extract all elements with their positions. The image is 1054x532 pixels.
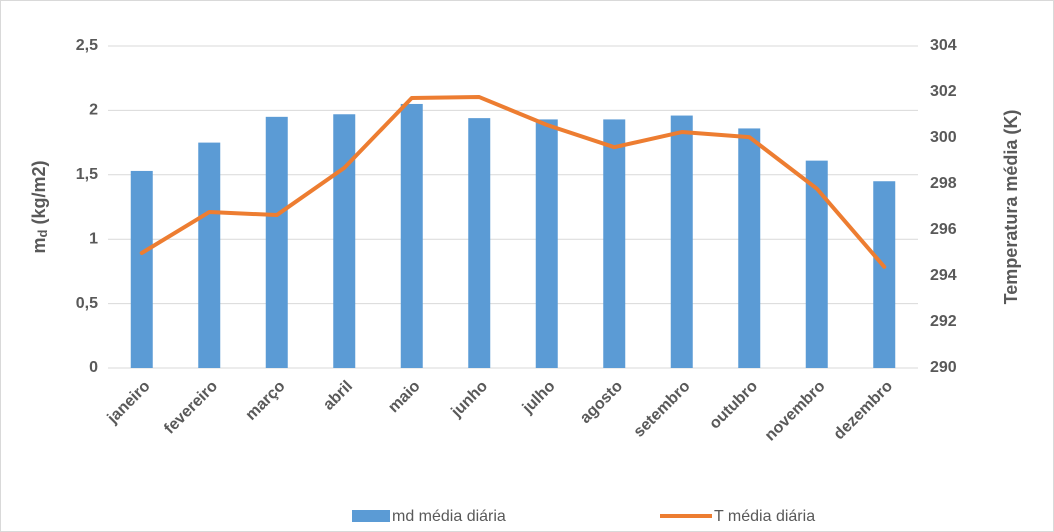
bar (873, 181, 896, 368)
bar (805, 160, 828, 368)
bar (333, 114, 356, 368)
y2-tick-label: 302 (930, 83, 957, 100)
y-tick-label: 0,5 (76, 295, 98, 312)
line (139, 95, 887, 269)
y-tick-label: 1,5 (76, 166, 98, 183)
y2-tick-label: 298 (930, 175, 957, 192)
legend-label: T média diária (714, 508, 815, 525)
y2-tick-label: 294 (930, 267, 957, 284)
y-tick-label: 2,5 (76, 37, 98, 54)
bar (738, 128, 761, 368)
y2-axis-title: Temperatura média (K) (1001, 110, 1021, 305)
bar (265, 116, 288, 368)
bar (603, 119, 626, 368)
bar (400, 103, 423, 369)
y-tick-label: 0 (89, 359, 98, 376)
y-tick-label: 1 (89, 230, 98, 247)
y2-tick-label: 290 (930, 359, 957, 376)
y2-tick-label: 296 (930, 221, 957, 238)
legend-swatch (352, 510, 390, 522)
bar (468, 118, 491, 369)
bar (535, 119, 558, 368)
y2-tick-label: 304 (930, 37, 957, 54)
y-tick-label: 2 (89, 102, 98, 119)
y2-tick-label: 300 (930, 129, 957, 146)
y-axis-title: md (kg/m2) (29, 161, 51, 254)
y2-tick-label: 292 (930, 313, 957, 330)
legend-label: md média diária (392, 508, 506, 525)
bar (130, 170, 153, 368)
bar (198, 142, 221, 368)
bar (670, 115, 693, 368)
